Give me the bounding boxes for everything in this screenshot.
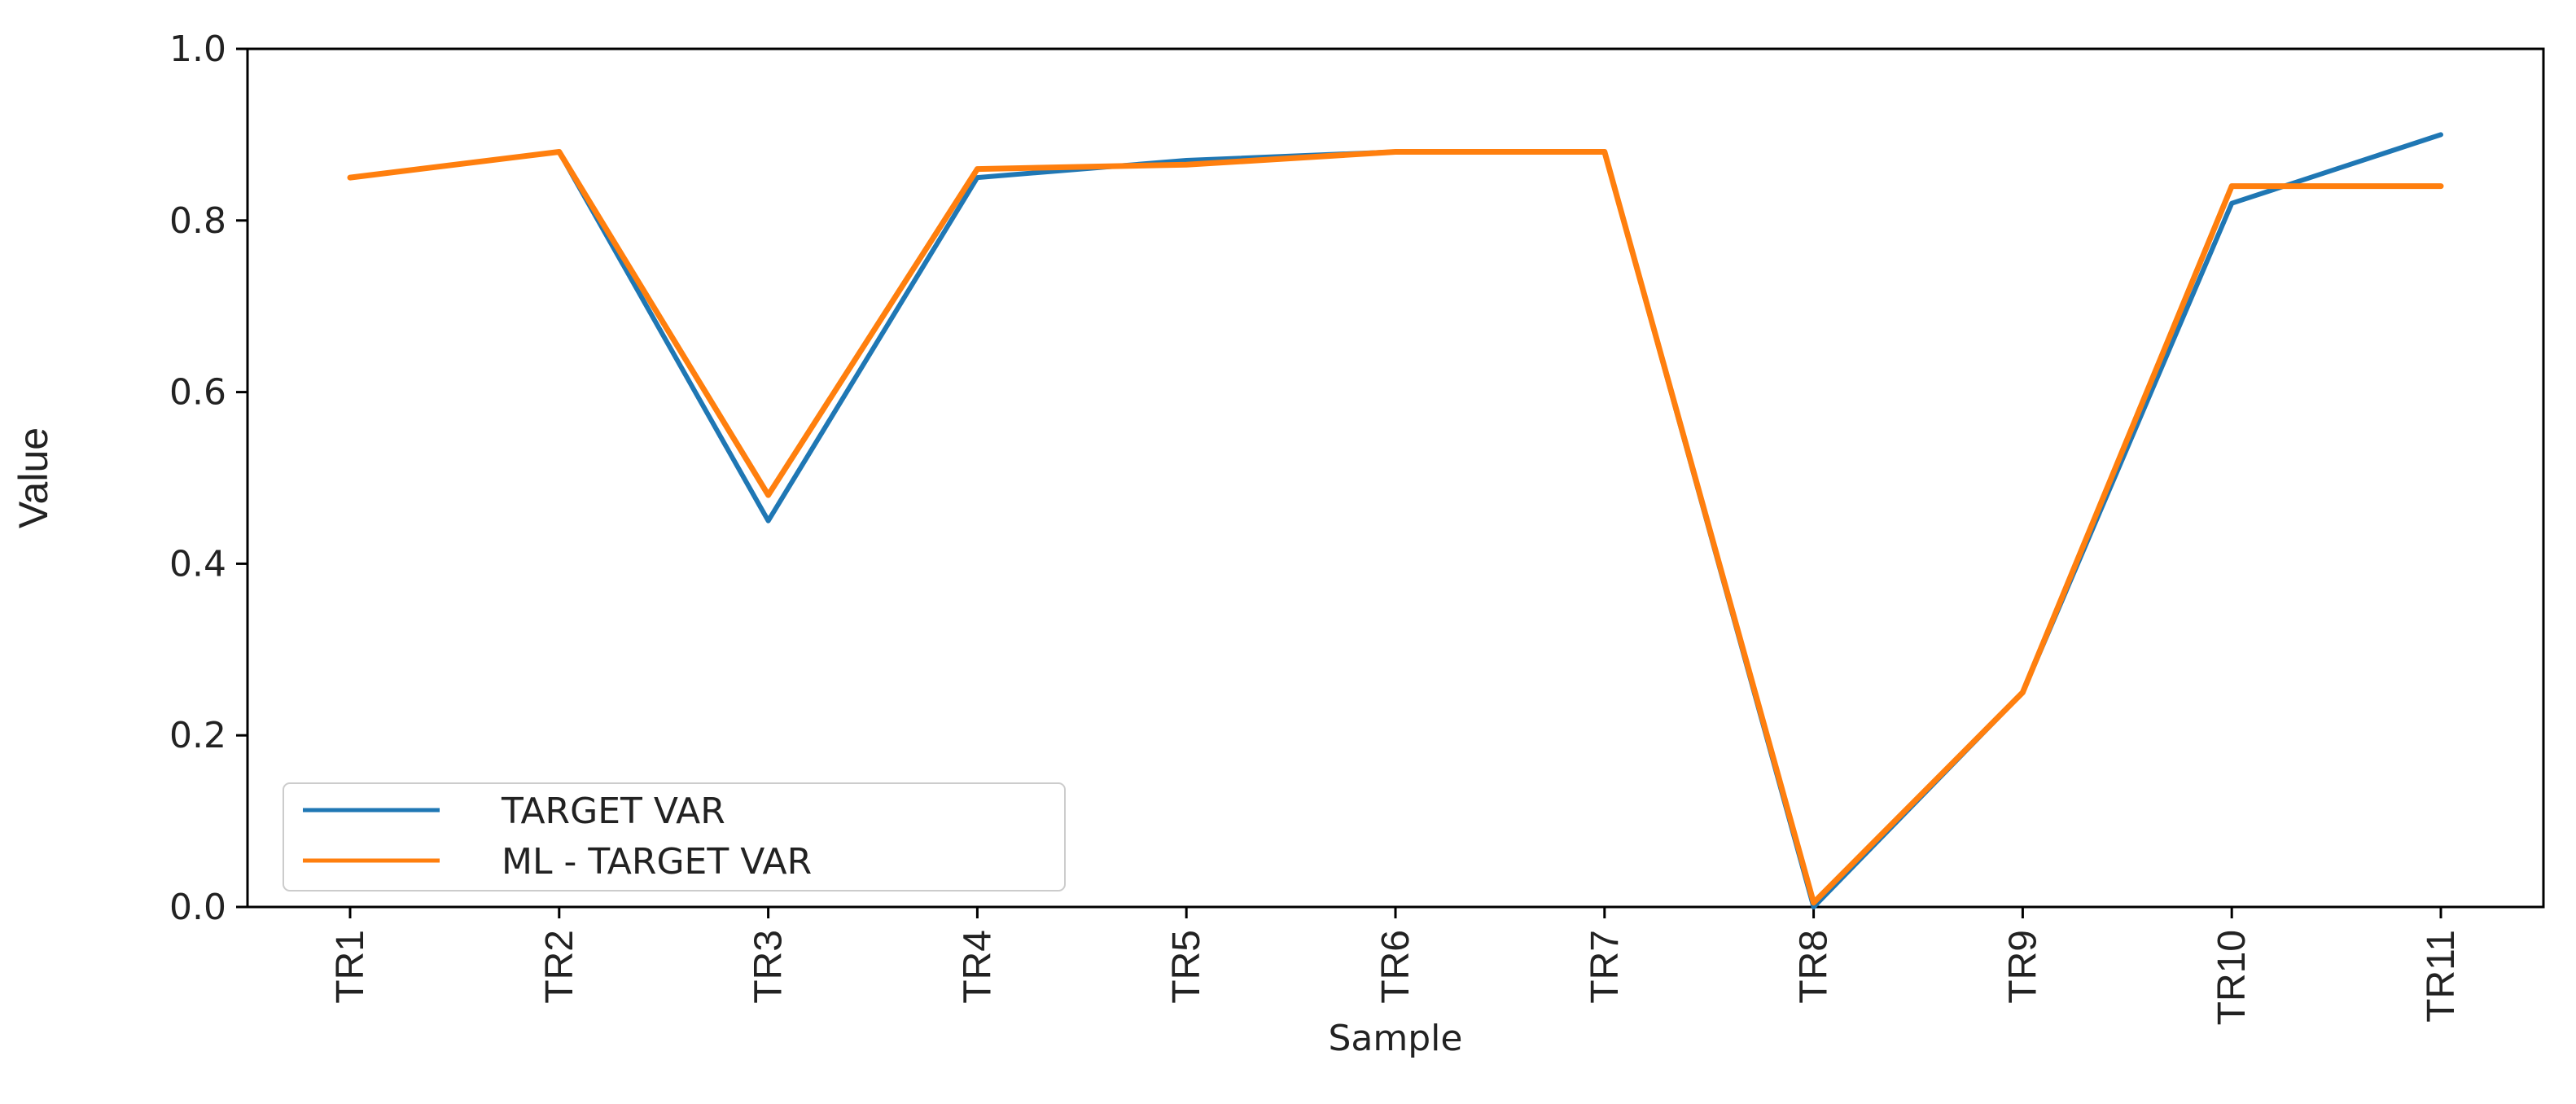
x-tick-label: TR10 (2210, 930, 2254, 1025)
series-line-ml-target-var (347, 149, 2444, 906)
x-tick-label: TR2 (538, 930, 581, 1004)
x-tick-label: TR7 (1584, 930, 1627, 1004)
x-tick-label: TR6 (1374, 930, 1417, 1004)
series-lines (347, 132, 2444, 909)
y-axis-title: Value (11, 427, 56, 528)
x-axis-title: Sample (1329, 1018, 1463, 1059)
y-tick-label: 0.0 (169, 887, 226, 928)
y-tick-label: 0.6 (169, 372, 226, 414)
legend-label-target-var: TARGET VAR (501, 791, 725, 832)
y-tick-label: 0.4 (169, 543, 226, 585)
y-tick-label: 0.8 (169, 200, 226, 242)
plot-frame (246, 47, 2545, 909)
legend-box (283, 782, 1066, 892)
legend-label-ml-target-var: ML - TARGET VAR (502, 841, 812, 883)
y-tick-label: 0.2 (169, 715, 226, 756)
plot-area (246, 47, 2545, 909)
y-tick-label: 1.0 (169, 28, 226, 70)
x-tick-label: TR8 (1793, 930, 1836, 1004)
legend: TARGET VAR ML - TARGET VAR (283, 782, 1066, 892)
x-tick-label: TR9 (2001, 930, 2044, 1004)
y-axis-ticks: 0.0 0.2 0.4 0.6 0.8 1.0 (169, 28, 248, 928)
x-tick-label: TR4 (956, 930, 999, 1004)
x-tick-label: TR3 (747, 930, 791, 1004)
x-tick-label: TR5 (1165, 930, 1208, 1004)
x-tick-label: TR11 (2420, 930, 2463, 1023)
x-tick-label: TR1 (329, 930, 372, 1004)
x-axis-ticks: TR1 TR2 TR3 TR4 TR5 TR6 TR7 TR8 TR9 TR10 TR11 (329, 907, 2463, 1025)
